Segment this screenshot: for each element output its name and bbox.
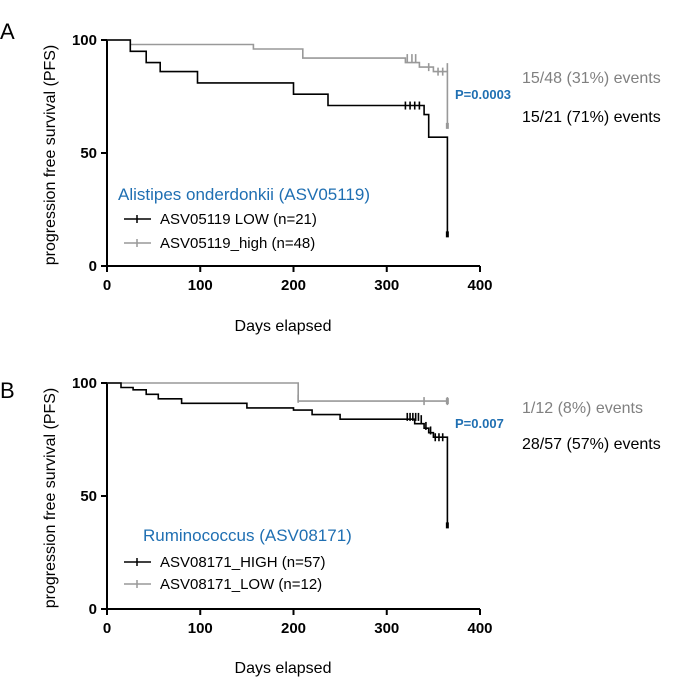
panel-b-y-axis-title: progression free survival (PFS) xyxy=(42,388,59,609)
panel-b-label: B xyxy=(0,378,15,403)
panel-a-x-tick-label: 400 xyxy=(467,277,492,294)
panel-a-y-tick-label: 100 xyxy=(72,32,97,49)
panel-a-y-tick-label: 50 xyxy=(80,145,97,162)
panel-a-x-axis-title: Days elapsed xyxy=(235,318,332,335)
panel-a-events-low: 15/21 (71%) events xyxy=(522,109,661,126)
panel-a: A progression free survival (PFS) 0 100 20… xyxy=(0,19,661,335)
panel-b-y-tick-label: 100 xyxy=(72,375,97,392)
panel-a-legend-low: ASV05119 LOW (n=21) xyxy=(160,211,317,228)
panel-b-events-low: 1/12 (8%) events xyxy=(522,400,643,417)
panel-b-survival-curve-0 xyxy=(107,382,449,526)
panel-a-x-tick-label: 200 xyxy=(281,277,306,294)
panel-a-legend: ASV05119 LOW (n=21) ASV05119_high (n=48) xyxy=(124,211,317,252)
panel-a-p-value: P=0.0003 xyxy=(455,87,511,102)
panel-a-y-axis-title: progression free survival (PFS) xyxy=(42,45,59,266)
panel-b-survival-curve-1 xyxy=(107,382,448,402)
panel-b-events-high: 28/57 (57%) events xyxy=(522,436,661,453)
panel-b-legend: ASV08171_HIGH (n=57) ASV08171_LOW (n=12) xyxy=(124,554,326,593)
panel-a-x-tick-label: 0 xyxy=(103,277,111,294)
panel-b-p-value: P=0.007 xyxy=(455,416,504,431)
panel-a-subtitle: Alistipes onderdonkii (ASV05119) xyxy=(118,185,370,204)
panel-a-label: A xyxy=(0,19,15,44)
panel-b: B progression free survival (PFS) 0 100 20… xyxy=(0,375,661,677)
panel-b-x-tick-label: 400 xyxy=(467,620,492,637)
panel-a-survival-curve-0 xyxy=(107,39,449,235)
panel-a-legend-high: ASV05119_high (n=48) xyxy=(160,235,315,252)
panel-b-x-axis-title: Days elapsed xyxy=(235,660,332,677)
panel-b-y-tick-label: 50 xyxy=(80,488,97,505)
panel-a-survival-curve-1 xyxy=(107,39,449,126)
panel-b-x-tick-label: 100 xyxy=(188,620,213,637)
panel-a-events-high: 15/48 (31%) events xyxy=(522,70,661,87)
panel-b-subtitle: Ruminococcus (ASV08171) xyxy=(143,526,352,545)
panel-b-legend-low: ASV08171_LOW (n=12) xyxy=(160,576,322,593)
panel-a-y-tick-label: 0 xyxy=(89,258,97,275)
panel-a-x-tick-label: 100 xyxy=(188,277,213,294)
panel-b-x-tick-label: 0 xyxy=(103,620,111,637)
panel-b-legend-high: ASV08171_HIGH (n=57) xyxy=(160,554,326,571)
panel-b-y-tick-label: 0 xyxy=(89,601,97,618)
panel-b-x-tick-label: 300 xyxy=(374,620,399,637)
panel-b-x-tick-label: 200 xyxy=(281,620,306,637)
panel-a-x-tick-label: 300 xyxy=(374,277,399,294)
